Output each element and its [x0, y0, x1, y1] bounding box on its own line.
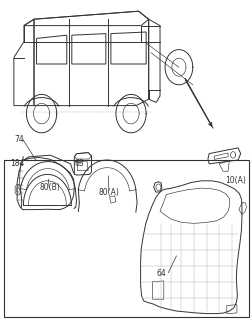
- Text: 64: 64: [156, 269, 166, 278]
- Text: 184: 184: [11, 159, 25, 168]
- Text: 80(B): 80(B): [39, 183, 60, 192]
- Text: 63: 63: [74, 159, 84, 168]
- Text: 80(A): 80(A): [98, 188, 119, 196]
- Text: 74: 74: [14, 135, 24, 144]
- Text: 10(A): 10(A): [226, 176, 246, 185]
- Bar: [4, 160, 249, 317]
